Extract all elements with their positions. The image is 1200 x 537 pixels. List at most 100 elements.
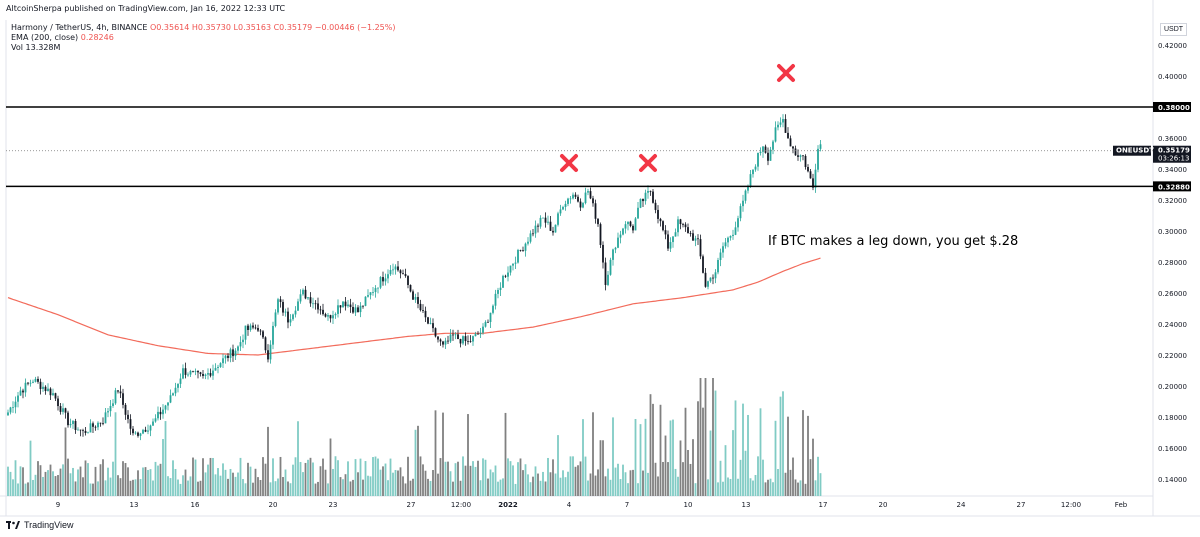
candle-body (239, 342, 242, 347)
candle-body (669, 242, 672, 249)
candle-body (602, 244, 604, 263)
volume-bar (94, 466, 97, 496)
candle-body (384, 278, 387, 282)
volume-bar (172, 460, 174, 496)
candle-body (247, 325, 249, 330)
candle-body (799, 155, 802, 157)
volume-bar (314, 483, 317, 496)
volume-bar (189, 476, 192, 496)
volume-bar (659, 404, 662, 496)
candle-body (157, 411, 159, 419)
candle-body (402, 273, 404, 275)
volume-bar (139, 479, 142, 496)
volume-bar (604, 476, 607, 496)
volume-bar (499, 479, 502, 496)
volume-bar (442, 412, 444, 496)
volume-bar (154, 461, 157, 496)
volume-bar (89, 483, 92, 496)
y-tick-label: 0.20000 (1158, 383, 1187, 391)
candle-body (459, 339, 462, 344)
volume-bar (514, 483, 517, 496)
candle-body (772, 141, 774, 150)
volume-bar (319, 466, 322, 496)
volume-bar (32, 479, 34, 496)
x-tick-label: 24 (957, 501, 966, 509)
volume-bar (617, 463, 619, 496)
ema-200-line (7, 257, 821, 356)
volume-bar (159, 463, 162, 496)
volume-bar (434, 410, 437, 496)
volume-bar (104, 480, 107, 496)
candle-body (52, 393, 54, 396)
volume-bar (207, 464, 209, 496)
volume-bar (92, 483, 94, 496)
candle-body (494, 293, 497, 306)
candle-body (307, 297, 309, 299)
volume-bar (724, 445, 727, 496)
volume-bar (182, 475, 184, 496)
candle-body (689, 233, 692, 234)
legend-vol-label[interactable]: Vol (11, 43, 23, 52)
candle-body (22, 390, 24, 393)
volume-bar (679, 440, 682, 496)
candle-body (789, 138, 792, 147)
y-tick-label: 0.16000 (1158, 445, 1187, 453)
volume-bar (142, 467, 144, 496)
volume-bar (527, 474, 529, 496)
volume-bar (619, 479, 622, 496)
volume-bar (164, 421, 167, 496)
volume-bar (697, 401, 699, 496)
candle-body (567, 198, 569, 204)
candle-body (632, 225, 634, 231)
volume-bar (174, 469, 177, 496)
candle-body (74, 421, 77, 430)
volume-bar (212, 457, 214, 496)
candle-body (719, 252, 722, 261)
candle-body (419, 303, 422, 311)
candle-body (14, 401, 17, 408)
candle-body (347, 304, 349, 307)
candle-body (69, 423, 72, 426)
volume-bar (719, 460, 722, 496)
volume-bar (747, 414, 749, 496)
candle-body (464, 336, 467, 342)
volume-bar (634, 419, 637, 496)
candle-body (362, 305, 364, 307)
time-axis[interactable]: 9 13 16 20 23 27 12:00 2022 4 7 10 13 17 20 24 27 12:00 F… (56, 501, 1128, 509)
volume-bar (134, 479, 137, 496)
volume-bar (627, 483, 629, 496)
volume-bar (397, 470, 399, 496)
candle-body (672, 236, 674, 243)
legend-symbol[interactable]: Harmony / TetherUS, 4h, BINANCE (11, 23, 148, 32)
candle-body (594, 203, 597, 219)
volume-bar (344, 474, 347, 496)
volume-bar (687, 449, 689, 496)
candle-body (7, 412, 9, 416)
candle-body (404, 274, 407, 277)
level-price-label-box (1153, 181, 1191, 192)
volume-bar (654, 462, 657, 496)
volume-bar (374, 456, 377, 496)
candle-body (142, 429, 144, 434)
candle-body (89, 423, 92, 433)
volume-bar (559, 477, 562, 496)
volume-bar (234, 476, 237, 496)
volume-bar (109, 477, 112, 496)
volume-bar (52, 471, 54, 496)
candle-body (744, 190, 747, 201)
volume-bar (452, 481, 454, 496)
volume-bar (592, 412, 594, 496)
candle-body (574, 194, 577, 197)
candle-body (557, 213, 559, 225)
candle-body (389, 270, 392, 275)
legend-ema-label[interactable]: EMA (200, close) (11, 33, 79, 42)
volume-bar (339, 477, 342, 496)
candle-body (792, 146, 794, 149)
volume-bar (42, 476, 44, 496)
volume-bar (384, 463, 387, 496)
candle-body (272, 325, 274, 345)
currency-button[interactable]: USDT (1160, 23, 1188, 36)
volume-bar (262, 457, 264, 496)
candle-body (317, 303, 319, 310)
